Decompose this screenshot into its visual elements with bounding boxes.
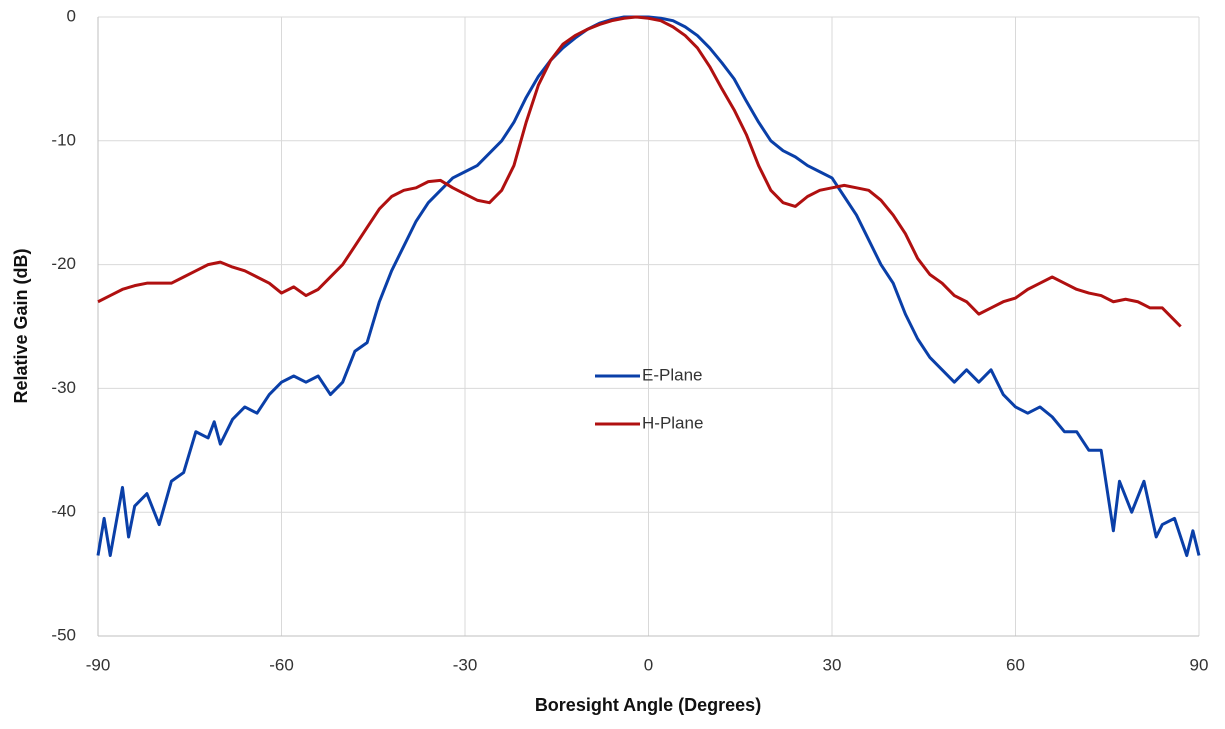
- x-tick-label: 0: [644, 655, 653, 674]
- y-tick-label: -30: [51, 378, 76, 397]
- y-tick-label: -20: [51, 254, 76, 273]
- x-tick-label: -60: [269, 655, 294, 674]
- legend-label: H-Plane: [642, 413, 703, 432]
- legend-label: E-Plane: [642, 365, 702, 384]
- x-tick-label: 30: [823, 655, 842, 674]
- x-tick-label: -30: [453, 655, 478, 674]
- y-tick-label: 0: [67, 6, 76, 25]
- series-line: [97, 15, 1182, 328]
- y-axis-title: Relative Gain (dB): [11, 248, 31, 403]
- x-tick-label: 90: [1190, 655, 1209, 674]
- x-tick-label: 60: [1006, 655, 1025, 674]
- y-tick-label: -10: [51, 130, 76, 149]
- x-axis-title: Boresight Angle (Degrees): [535, 695, 761, 715]
- x-tick-label: -90: [86, 655, 111, 674]
- y-tick-label: -40: [51, 502, 76, 521]
- y-tick-label: -50: [51, 625, 76, 644]
